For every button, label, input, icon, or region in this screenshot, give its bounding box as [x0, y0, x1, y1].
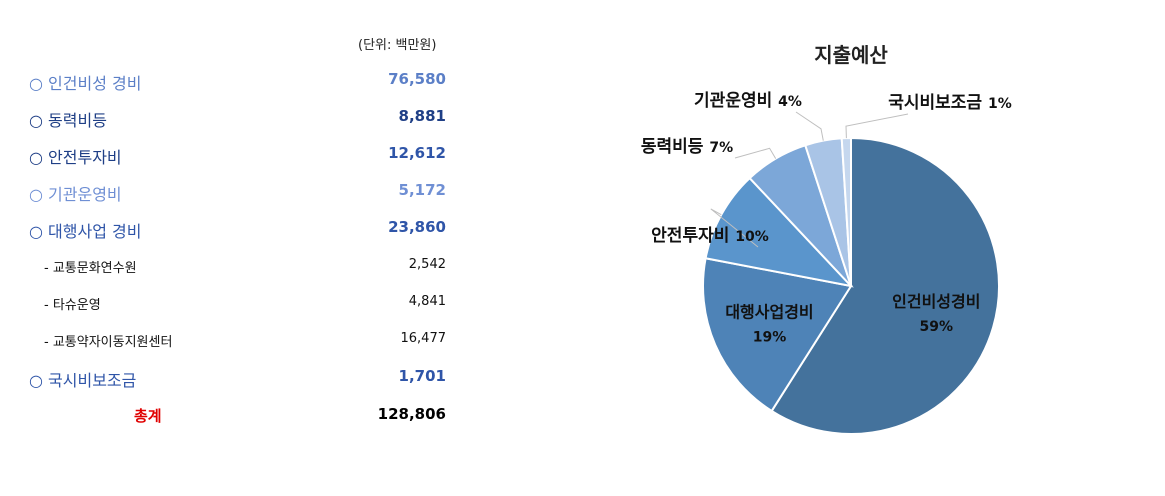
- row-value: 23,860: [388, 218, 446, 236]
- slice-label: 대행사업경비: [725, 302, 813, 321]
- row-value: 2,542: [408, 257, 446, 272]
- row-value: 8,881: [398, 107, 446, 125]
- pie-slice: [704, 176, 854, 288]
- row-value: 1,701: [398, 367, 446, 385]
- total-row: 총계 128,806: [0, 405, 460, 431]
- row-value: 76,580: [388, 70, 446, 88]
- row-label: - 교통약자이동지원센터: [44, 335, 173, 350]
- slice-percent: 10%: [735, 229, 769, 245]
- chart-title: 지출예산: [814, 43, 888, 67]
- slice-percent: 59%: [920, 319, 954, 335]
- total-value: 128,806: [377, 405, 446, 423]
- row-label: - 타슈운영: [44, 298, 101, 313]
- unit-label: (단위: 백만원): [358, 38, 437, 53]
- table-row: - 타슈운영 4,841: [0, 294, 460, 320]
- row-label: ○ 인건비성 경비: [29, 74, 142, 93]
- table-row: ○ 기관운영비 5,172: [0, 181, 460, 207]
- slice-label: 국시비보조금 1%: [888, 93, 1012, 113]
- row-value: 16,477: [400, 331, 447, 346]
- row-label: ○ 기관운영비: [29, 185, 122, 204]
- slice-percent: 1%: [988, 96, 1012, 112]
- slice-percent: 7%: [709, 140, 733, 156]
- table-row: ○ 동력비등 8,881: [0, 107, 460, 133]
- leader-line: [845, 113, 909, 139]
- leader-line: [710, 208, 759, 248]
- leader-line: [734, 147, 777, 159]
- total-label: 총계: [134, 407, 162, 425]
- row-label: ○ 대행사업 경비: [29, 222, 142, 241]
- row-label: ○ 안전투자비: [29, 148, 122, 167]
- slice-label: 인건비성경비: [892, 292, 980, 311]
- table-row: ○ 국시비보조금 1,701: [0, 367, 460, 393]
- slice-percent: 4%: [778, 94, 802, 110]
- table-row: ○ 인건비성 경비 76,580: [0, 70, 460, 96]
- pie-slice: [770, 136, 1000, 435]
- slice-percent: 19%: [753, 329, 787, 345]
- row-label: ○ 동력비등: [29, 111, 107, 130]
- table-row: - 교통문화연수원 2,542: [0, 257, 460, 283]
- leader-line: [795, 111, 824, 141]
- row-value: 12,612: [388, 144, 446, 162]
- slice-label: 기관운영비 4%: [694, 91, 802, 111]
- table-row: - 교통약자이동지원센터 16,477: [0, 331, 460, 357]
- row-value: 5,172: [398, 181, 446, 199]
- slice-label: 동력비등 7%: [641, 137, 733, 157]
- table-row: ○ 안전투자비 12,612: [0, 144, 460, 170]
- slice-label: 안전투자비 10%: [651, 226, 769, 246]
- table-row: ○ 대행사업 경비 23,860: [0, 218, 460, 244]
- pie-slice: [702, 257, 853, 413]
- row-label: ○ 국시비보조금: [29, 371, 137, 390]
- row-value: 4,841: [408, 294, 446, 309]
- row-label: - 교통문화연수원: [44, 261, 137, 276]
